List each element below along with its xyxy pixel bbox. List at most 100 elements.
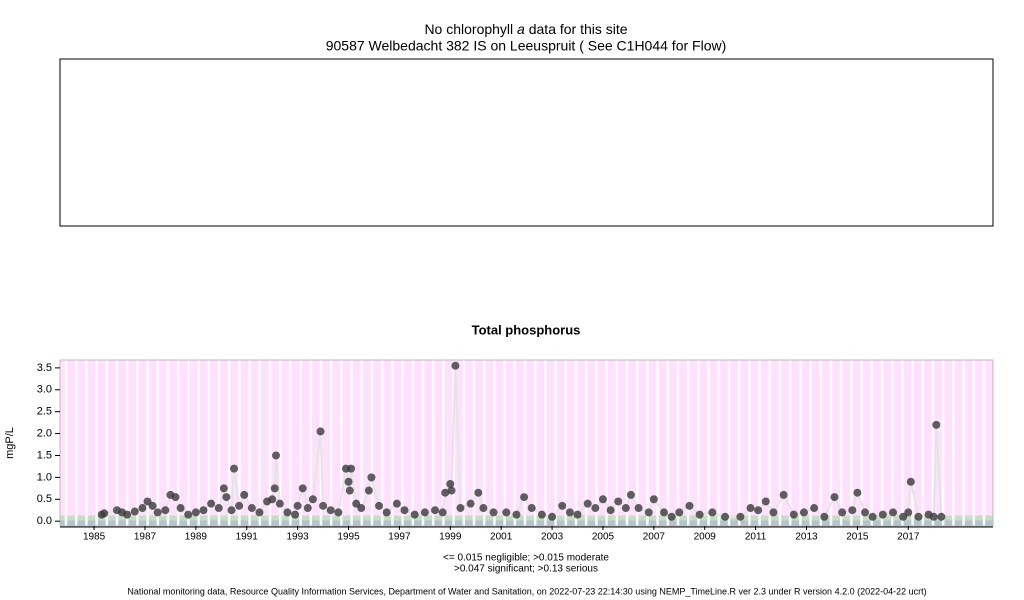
point	[410, 510, 419, 519]
x-tick-label: 1997	[388, 532, 411, 543]
point	[268, 495, 277, 504]
point	[207, 499, 216, 508]
point	[889, 508, 898, 517]
x-tick-label: 2011	[745, 532, 767, 543]
point	[853, 488, 862, 497]
point	[929, 512, 938, 521]
point	[861, 508, 870, 517]
y-axis-label: mgP/L	[4, 427, 16, 459]
point	[291, 510, 300, 519]
point	[240, 490, 249, 499]
x-tick-label: 2001	[490, 532, 513, 543]
y-tick-label: 2.0	[37, 427, 52, 439]
y-tick-label: 0.0	[37, 515, 52, 527]
point	[431, 506, 440, 515]
title-part: data for this site	[529, 21, 628, 37]
point	[537, 510, 546, 519]
footer: National monitoring data, Resource Quali…	[127, 586, 926, 596]
x-tick-label: 2009	[694, 532, 717, 543]
point	[191, 508, 200, 517]
plot-frame	[59, 359, 994, 527]
point	[357, 504, 366, 513]
point	[153, 508, 162, 517]
band	[60, 360, 993, 516]
point	[456, 504, 465, 513]
x-tick-label: 1985	[83, 532, 106, 543]
x-tick-label: 1991	[236, 532, 259, 543]
point	[184, 510, 193, 519]
point	[303, 504, 312, 513]
note: >0.047 significant; >0.13 serious	[454, 564, 598, 575]
point	[308, 495, 317, 504]
point	[878, 510, 887, 519]
point	[573, 510, 582, 519]
point	[293, 501, 302, 510]
point	[171, 493, 180, 502]
point	[230, 464, 239, 473]
x-tick-label: 2005	[592, 532, 615, 543]
point	[512, 510, 521, 519]
point	[868, 512, 877, 521]
point	[420, 508, 429, 517]
point	[779, 490, 788, 499]
point	[138, 504, 147, 513]
point	[235, 501, 244, 510]
point	[148, 501, 157, 510]
point	[451, 361, 460, 370]
point	[219, 484, 228, 493]
point	[382, 508, 391, 517]
x-tick-label: 1989	[185, 532, 208, 543]
point	[606, 506, 615, 515]
point	[644, 508, 653, 517]
point	[527, 504, 536, 513]
x-tick-label: 1999	[439, 532, 462, 543]
point	[754, 506, 763, 515]
band	[60, 515, 993, 520]
point	[214, 504, 223, 513]
chart-title: Total phosphorus	[472, 322, 581, 337]
point	[438, 508, 447, 517]
point	[161, 506, 170, 515]
point	[130, 507, 139, 516]
point	[319, 501, 328, 510]
point	[626, 490, 635, 499]
point	[830, 493, 839, 502]
point	[583, 499, 592, 508]
point	[222, 493, 231, 502]
point	[255, 508, 264, 517]
point	[675, 508, 684, 517]
point	[708, 508, 717, 517]
point	[838, 508, 847, 517]
point	[367, 473, 376, 482]
point	[474, 488, 483, 497]
x-tick-label: 2007	[643, 532, 666, 543]
point	[746, 504, 755, 513]
point	[565, 508, 574, 517]
point	[667, 512, 676, 521]
point	[400, 506, 409, 515]
x-tick-label: 1987	[134, 532, 157, 543]
point	[520, 493, 529, 502]
point	[375, 501, 384, 510]
point	[345, 486, 354, 495]
point	[721, 512, 730, 521]
y-tick-label: 2.5	[37, 406, 52, 418]
x-tick-label: 2015	[846, 532, 869, 543]
point	[621, 504, 630, 513]
point	[904, 508, 913, 517]
title-part: No chlorophyll	[424, 21, 513, 37]
point	[591, 504, 600, 513]
point	[334, 508, 343, 517]
point	[914, 512, 923, 521]
point	[479, 504, 488, 513]
point	[598, 495, 607, 504]
point	[199, 506, 208, 515]
point	[270, 484, 279, 493]
x-tick-label: 2013	[795, 532, 818, 543]
point	[316, 427, 325, 436]
point	[769, 508, 778, 517]
point	[272, 451, 281, 460]
top-subtitle: 90587 Welbedacht 382 IS on Leeuspruit ( …	[326, 38, 727, 54]
top-title: No chlorophyll a data for this site	[424, 21, 627, 37]
point	[820, 512, 829, 521]
